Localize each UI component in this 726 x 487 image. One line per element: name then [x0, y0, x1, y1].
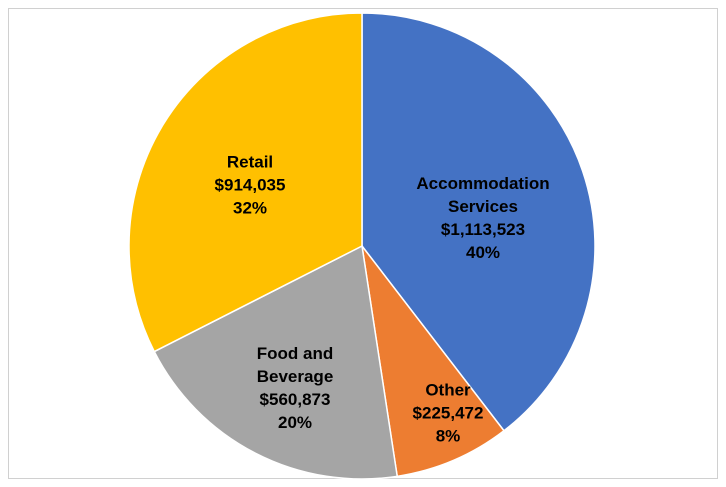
label-percent: 40% — [465, 243, 501, 262]
label-category: Retail — [226, 152, 274, 172]
label-category: Accommodation Services — [416, 174, 550, 216]
label-value: $1,113,523 — [440, 220, 526, 239]
pie-slice — [361, 245, 506, 478]
data-label: Food and Beverage $560,873 20% — [235, 342, 355, 434]
label-category: Other — [425, 380, 471, 400]
label-percent: 8% — [435, 426, 461, 446]
label-category: Food and Beverage — [256, 344, 334, 386]
label-value: $225,472 — [412, 403, 484, 423]
data-label: Retail $914,035 32% — [195, 151, 305, 220]
pie-slice — [128, 12, 363, 353]
pie-slice — [153, 244, 399, 480]
data-label: Accommodation Services $1,113,523 40% — [393, 172, 573, 264]
label-percent: 32% — [232, 198, 268, 218]
pie-slice — [361, 12, 596, 432]
label-value: $560,873 — [259, 390, 331, 409]
label-value: $914,035 — [214, 175, 286, 195]
label-percent: 20% — [277, 413, 313, 432]
data-label: Other $225,472 8% — [398, 379, 498, 448]
